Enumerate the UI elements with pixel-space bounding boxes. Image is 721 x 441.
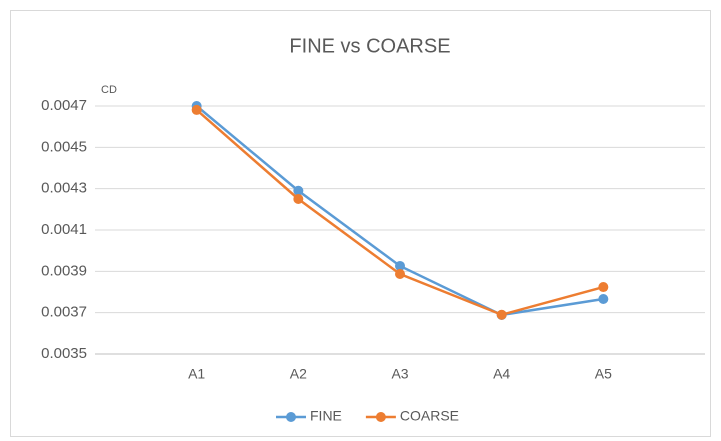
x-tick-label: A3 bbox=[391, 366, 408, 382]
x-tick-label: A2 bbox=[290, 366, 307, 382]
y-tick-label: 0.0035 bbox=[41, 345, 87, 362]
data-point bbox=[191, 104, 202, 115]
data-point bbox=[293, 185, 304, 196]
x-tick-label: A5 bbox=[595, 366, 612, 382]
data-point bbox=[496, 309, 507, 320]
data-point bbox=[395, 260, 405, 271]
y-tick-label: 0.0039 bbox=[41, 262, 87, 279]
data-point bbox=[598, 294, 609, 305]
chart-title: FINE vs COARSE bbox=[289, 35, 450, 57]
y-tick-label: 0.0045 bbox=[41, 138, 87, 155]
y-tick-label: 0.0037 bbox=[41, 304, 87, 321]
legend-label: FINE bbox=[310, 408, 342, 424]
legend-marker bbox=[286, 412, 296, 422]
y-tick-label: 0.0041 bbox=[41, 221, 87, 238]
y-axis-label: CD bbox=[101, 84, 117, 96]
legend-marker bbox=[375, 412, 386, 422]
data-point bbox=[395, 269, 405, 280]
chart-frame bbox=[10, 10, 711, 437]
legend-label: COARSE bbox=[400, 408, 459, 424]
data-point bbox=[598, 282, 609, 293]
y-tick-label: 0.0047 bbox=[41, 97, 87, 114]
x-tick-label: A1 bbox=[188, 366, 205, 382]
x-tick-label: A4 bbox=[493, 366, 510, 382]
y-tick-label: 0.0043 bbox=[41, 180, 87, 197]
data-point bbox=[293, 194, 304, 204]
